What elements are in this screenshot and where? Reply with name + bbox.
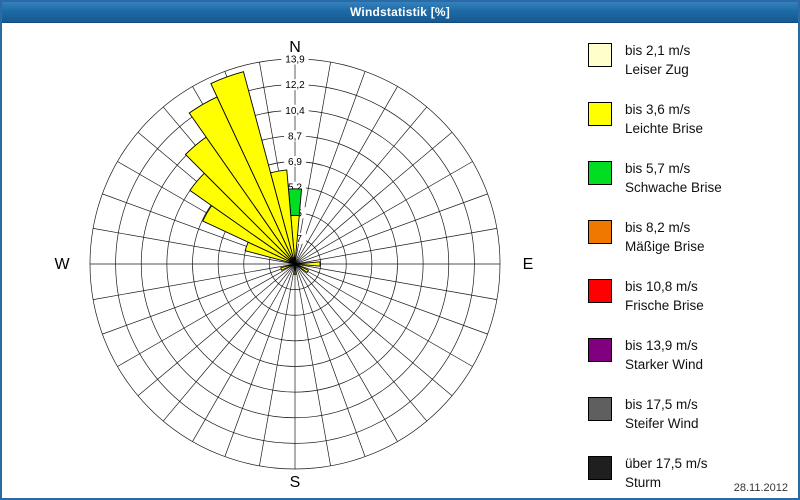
ring-label: 5,2 [288,183,302,194]
legend-color-swatch [588,161,612,185]
date-label: 28.11.2012 [733,482,788,494]
legend-item: bis 8,2 m/s Mäßige Brise [588,220,722,256]
legend-class-name: Starker Wind [625,357,704,372]
legend-text: bis 3,6 m/s Leichte Brise [625,100,703,138]
legend-item: bis 2,1 m/s Leiser Zug [588,43,722,79]
ring-label: 10,4 [285,106,305,117]
legend-class-name: Steifer Wind [625,416,699,431]
legend-item: bis 3,6 m/s Leichte Brise [588,102,722,138]
legend-class-name: Frische Brise [625,298,704,313]
legend-text: bis 17,5 m/s Steifer Wind [625,395,699,433]
grid-spoke [162,263,296,422]
legend-color-swatch [588,220,612,244]
grid-spoke [294,131,453,265]
legend-range-label: bis 10,8 m/s [625,279,698,294]
legend-color-swatch [588,102,612,126]
legend-range-label: bis 3,6 m/s [625,102,691,117]
grid-spoke [294,263,497,300]
ring-label: 6,9 [288,157,302,168]
legend-class-name: Leiser Zug [625,62,689,77]
legend-range-label: bis 5,7 m/s [625,161,691,176]
grid-spoke [102,263,296,335]
legend-class-name: Leichte Brise [625,121,704,136]
legend-color-swatch [588,338,612,362]
grid-spoke [294,62,331,265]
legend-item: bis 5,7 m/s Schwache Brise [588,161,722,197]
legend-text: bis 13,9 m/s Starker Wind [625,336,703,374]
legend-text: bis 2,1 m/s Leiser Zug [625,41,690,79]
grid-spoke [294,86,398,265]
grid-spoke [137,263,296,397]
legend-range-label: bis 13,9 m/s [625,338,698,353]
legend-text: bis 10,8 m/s Frische Brise [625,277,704,315]
wind-petal-segment [287,188,303,217]
ring-label: 12,2 [285,80,305,91]
grid-spoke [294,263,453,397]
grid-spoke [93,228,296,265]
window-title: Windstatistik [%] [350,5,450,19]
grid-spoke [294,263,488,335]
legend-range-label: bis 17,5 m/s [625,397,698,412]
grid-spoke [294,263,366,457]
compass-west: W [54,256,70,273]
legend-item: bis 17,5 m/s Steifer Wind [588,397,722,433]
ring-label-bg [281,79,309,91]
grid-spoke [294,106,428,265]
wind-petal-segment [296,264,309,274]
legend: bis 2,1 m/s Leiser Zug bis 3,6 m/s Leichte … [588,43,722,498]
grid-spoke [259,263,296,466]
legend-text: über 17,5 m/s Sturm [625,454,708,492]
wind-petal-segment [270,169,295,259]
legend-color-swatch [588,456,612,480]
wind-petal-segment [298,261,321,267]
legend-color-swatch [588,43,612,67]
legend-text: bis 8,2 m/s Mäßige Brise [625,218,705,256]
legend-range-label: über 17,5 m/s [625,456,708,471]
rose-center-dot [292,261,298,267]
compass-south: S [290,474,301,491]
legend-color-swatch [588,279,612,303]
grid-spoke [294,263,331,466]
grid-spoke [192,263,296,442]
ring-label: 13,9 [285,55,305,66]
legend-range-label: bis 8,2 m/s [625,220,691,235]
legend-text: bis 5,7 m/s Schwache Brise [625,159,722,197]
ring-label-bg [284,181,306,193]
wind-petal-segment [293,266,297,275]
ring-label-bg [284,156,306,167]
ring-label-bg [281,104,309,116]
legend-color-swatch [588,397,612,421]
grid-spoke [294,263,428,422]
grid-spoke [294,263,398,442]
wind-petal-segment [280,264,293,271]
legend-class-name: Schwache Brise [625,180,722,195]
ring-label-bg [281,53,309,65]
ring-label: 8,7 [288,131,302,142]
legend-class-name: Mäßige Brise [625,239,705,254]
grid-spoke [93,263,296,300]
wind-petal-segment [210,71,294,258]
grid-spoke [294,228,497,265]
compass-east: E [523,256,534,273]
legend-class-name: Sturm [625,475,662,490]
title-bar: Windstatistik [%] [2,2,798,23]
legend-item: bis 13,9 m/s Starker Wind [588,338,722,374]
legend-range-label: bis 2,1 m/s [625,43,691,58]
grid-spoke [294,193,488,265]
grid-spoke [117,263,296,367]
grid-spoke [294,263,473,367]
legend-item: bis 10,8 m/s Frische Brise [588,279,722,315]
compass-north: N [289,39,301,56]
legend-item: über 17,5 m/s Sturm [588,456,722,492]
grid-spoke [294,161,473,265]
grid-spoke [224,263,296,457]
grid-spoke [294,71,366,265]
ring-label-bg [284,130,306,142]
